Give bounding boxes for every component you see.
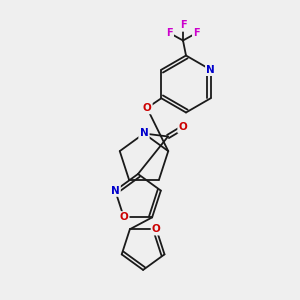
Text: N: N: [206, 65, 215, 75]
Text: O: O: [152, 224, 161, 234]
Text: F: F: [166, 28, 173, 38]
Text: O: O: [142, 103, 152, 113]
Text: N: N: [140, 128, 148, 139]
Text: O: O: [119, 212, 128, 222]
Text: F: F: [180, 20, 186, 31]
Text: O: O: [178, 122, 188, 133]
Text: F: F: [193, 28, 200, 38]
Text: N: N: [111, 186, 119, 196]
